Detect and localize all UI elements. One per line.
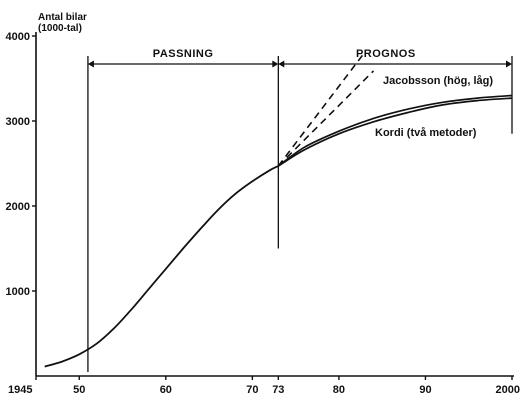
y-axis-label: Antal bilar xyxy=(38,12,87,23)
period-arrow-right xyxy=(506,60,512,68)
kordi-forecast-line-2 xyxy=(277,97,513,167)
kordi-forecast-line-1 xyxy=(277,94,513,167)
y-tick-label: 3000 xyxy=(6,116,30,128)
x-tick-label: 90 xyxy=(419,384,431,396)
jacobsson-label: Jacobsson (hög, låg) xyxy=(383,75,493,87)
axes: 1000 2000 3000 4000 1945 50 60 70 73 80 90 2000 xyxy=(6,31,520,396)
y-tick-label: 4000 xyxy=(6,31,30,43)
x-tick-label: 60 xyxy=(160,384,172,396)
period-label: PROGNOS xyxy=(356,48,416,60)
period-arrow-left xyxy=(278,60,285,68)
period-arrow-right xyxy=(272,60,279,68)
period-arrow-left xyxy=(87,60,94,68)
x-tick-label: 73 xyxy=(272,384,284,396)
jacobsson-forecast-line-1 xyxy=(277,51,366,167)
y-tick-label: 1000 xyxy=(6,286,30,298)
period-markers: PASSNING PROGNOS xyxy=(87,48,513,372)
jacobsson-forecast-line-2 xyxy=(277,70,375,167)
chart-labels: Antal bilar(1000-tal) Jacobsson (hög, låg… xyxy=(38,12,493,139)
x-tick-label: 70 xyxy=(246,384,258,396)
x-tick-label: 80 xyxy=(333,384,345,396)
historical-series-line xyxy=(44,165,279,368)
y-axis-label: (1000-tal) xyxy=(38,23,82,34)
x-tick-label: 1945 xyxy=(8,384,32,396)
kordi-label: Kordi (två metoder) xyxy=(375,127,477,139)
series-lines xyxy=(44,51,513,368)
x-tick-label: 50 xyxy=(73,384,85,396)
x-tick-label: 2000 xyxy=(496,384,520,396)
y-tick-label: 2000 xyxy=(6,201,30,213)
period-label: PASSNING xyxy=(153,48,214,60)
